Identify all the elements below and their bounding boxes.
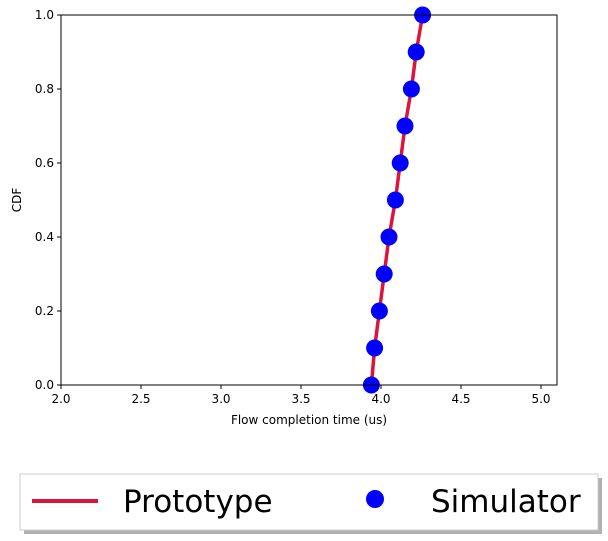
y-axis-label: CDF: [10, 188, 24, 213]
y-tick-label: 0.6: [35, 156, 54, 170]
x-tick-label: 4.5: [451, 392, 470, 406]
legend-marker-swatch: [366, 490, 384, 508]
legend-label-simulator: Simulator: [431, 484, 581, 520]
plot-frame: [60, 14, 558, 386]
x-tick-label: 3.0: [211, 392, 230, 406]
y-tick-label: 0.0: [35, 378, 54, 392]
tick-group: 2.0 2.5 3.0 3.5 4.0 4.5 5.0 0.0 0.2 0.4 0.6 0.8 1.0: [35, 8, 551, 406]
y-tick-label: 0.4: [35, 230, 54, 244]
x-tick-label: 2.5: [131, 392, 150, 406]
data-point-simulator: [375, 265, 393, 283]
x-tick-label: 2.0: [51, 392, 70, 406]
x-tick-label: 5.0: [531, 392, 550, 406]
data-point-simulator: [366, 339, 384, 357]
data-point-simulator: [386, 191, 404, 209]
legend-label-prototype: Prototype: [123, 484, 273, 520]
data-point-simulator: [380, 228, 398, 246]
x-tick-label: 4.0: [371, 392, 390, 406]
data-point-simulator: [407, 43, 425, 61]
series-layer: [362, 6, 432, 394]
data-point-simulator: [391, 154, 409, 172]
data-point-simulator: [396, 117, 414, 135]
legend-box: [19, 473, 599, 531]
plot-area: [362, 6, 432, 394]
y-tick-label: 0.8: [35, 82, 54, 96]
y-tick-label: 1.0: [35, 8, 54, 22]
x-tick-label: 3.5: [291, 392, 310, 406]
legend: Prototype Simulator: [19, 473, 602, 534]
y-tick-label: 0.2: [35, 304, 54, 318]
data-point-simulator: [402, 80, 420, 98]
data-point-simulator: [370, 302, 388, 320]
x-axis-label: Flow completion time (us): [231, 413, 387, 427]
